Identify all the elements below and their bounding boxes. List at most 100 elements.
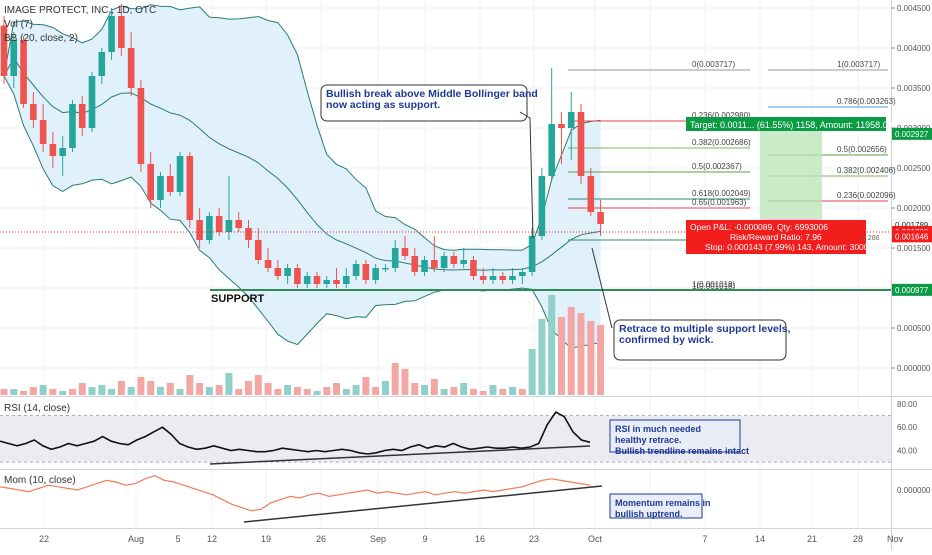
volume-bar — [225, 373, 233, 395]
time-tick-label: 26 — [316, 534, 326, 544]
candle-body — [421, 260, 428, 272]
volume-bar — [528, 349, 536, 395]
fib-left-label: 0.5(0.002367) — [692, 162, 742, 171]
bollinger-bands — [3, 4, 601, 349]
mom-tick-label: 0.000000 — [897, 486, 931, 495]
volume-bar — [518, 389, 526, 395]
position-tag — [686, 220, 866, 254]
price-tick-label: 0.000500 — [897, 324, 931, 333]
candle-body — [460, 260, 467, 264]
candle-body — [10, 40, 18, 76]
target-tag-text: Target: 0.0011... (61.55%) 1158, Amount:… — [690, 120, 893, 130]
bb-middle — [3, 57, 601, 271]
candle-body — [587, 176, 595, 212]
candle-body — [176, 156, 184, 192]
volume-bar — [293, 387, 301, 395]
candle-body — [391, 248, 399, 268]
price-tick-label: 0.003500 — [897, 84, 931, 93]
bb-fill — [4, 4, 601, 349]
candle-body — [499, 276, 507, 280]
fib-right-label: 0.382(0.002406) — [837, 166, 896, 175]
candle-body — [186, 156, 194, 220]
volume-bar — [567, 307, 575, 395]
price-tag — [892, 230, 932, 243]
volume-bar — [509, 387, 517, 395]
time-tick-label: 5 — [175, 534, 180, 544]
time-tick-label: 12 — [207, 534, 217, 544]
volume-bar — [254, 375, 262, 395]
rsi-annotation-text: Bullish trendline remains intact — [615, 446, 749, 456]
candle-body — [382, 268, 389, 270]
volume-bar — [78, 383, 86, 395]
volume-bar — [176, 389, 184, 395]
fib-right-label: 0.5(0.002656) — [837, 145, 887, 154]
volume-bar — [284, 385, 292, 395]
candle-body — [284, 268, 291, 276]
time-tick-label: 7 — [702, 534, 707, 544]
candle-body — [431, 260, 438, 268]
volume-bar — [205, 387, 213, 395]
rsi-tick-label: 60.00 — [897, 423, 918, 432]
fib-left-label: 1(0.001018) — [692, 280, 735, 289]
candle-body — [206, 216, 213, 240]
candle-body — [157, 176, 164, 200]
candle-body — [215, 216, 223, 232]
fib-left-label: 0.382(0.002686) — [692, 138, 751, 147]
price-tag-label: 0.002927 — [895, 130, 929, 139]
fib-left-label: 0.236(0.002980) — [692, 111, 751, 120]
candle-body — [450, 256, 458, 264]
long-position-tool[interactable]: Target: 0.0011... (61.55%) 1158, Amount:… — [686, 117, 893, 254]
candle-body — [88, 76, 96, 128]
candle-body — [39, 120, 47, 144]
price-tick-label: 0.002000 — [897, 204, 931, 213]
candle-body — [597, 212, 604, 224]
volume-bar — [342, 389, 350, 395]
price-tick-label: 0.002500 — [897, 164, 931, 173]
momentum-line — [0, 474, 591, 512]
volume-bar — [391, 363, 399, 395]
support-line[interactable]: SUPPORT — [0, 231, 891, 305]
candle-body — [372, 268, 379, 280]
volume-bar — [147, 381, 155, 395]
open-pl-text: Open P&L: -0.000089, Qty: 6993006 — [690, 222, 828, 232]
candle-body — [196, 220, 203, 240]
candle-body — [567, 112, 575, 128]
bollinger-annotation-text: Bullish break above Middle Bollinger ban… — [326, 88, 538, 100]
candle-body — [440, 256, 448, 268]
price-tag — [892, 127, 932, 140]
candle-body — [489, 276, 497, 280]
volume-bar — [411, 383, 419, 395]
volume-bar — [430, 379, 438, 395]
volume-bar — [20, 391, 28, 395]
volume-bar — [49, 389, 57, 395]
bb-indicator-label: BB (20, close, 2) — [4, 33, 78, 44]
volume-bar — [440, 389, 448, 395]
rsi-tick-label: 80.00 — [897, 400, 918, 409]
candle-body — [78, 104, 86, 128]
fibonacci-levels[interactable]: 0(0.003717) 0.236(0.002980) 0.382(0.002686… — [562, 60, 896, 291]
bollinger-arrow — [519, 111, 534, 239]
volume-bar — [0, 389, 8, 395]
bb-upper — [3, 4, 601, 251]
time-tick-label: Nov — [887, 534, 904, 544]
retrace-annotation-text: confirmed by wick. — [619, 334, 714, 346]
volume-bar — [196, 383, 204, 395]
candle-body — [333, 280, 340, 284]
fib-right-label: 0.786(0.003263) — [837, 97, 896, 106]
rsi-tick-label: 40.00 — [897, 447, 918, 456]
fib-left-label: 0.618(0.002049) — [692, 189, 751, 198]
volume-bar — [88, 387, 96, 395]
volume-bar — [323, 387, 331, 395]
candle-body — [147, 164, 154, 200]
volume-bar — [29, 387, 37, 395]
rsi-pane — [0, 410, 891, 465]
candle-body — [362, 264, 370, 280]
time-tick-label: 19 — [261, 534, 271, 544]
volume-bar — [362, 377, 370, 395]
rsi-line — [0, 410, 591, 455]
position-extra-label: 1.286 — [862, 235, 880, 242]
volume-bar — [245, 381, 252, 395]
volume-bar — [137, 377, 145, 395]
candle-body — [352, 264, 360, 276]
